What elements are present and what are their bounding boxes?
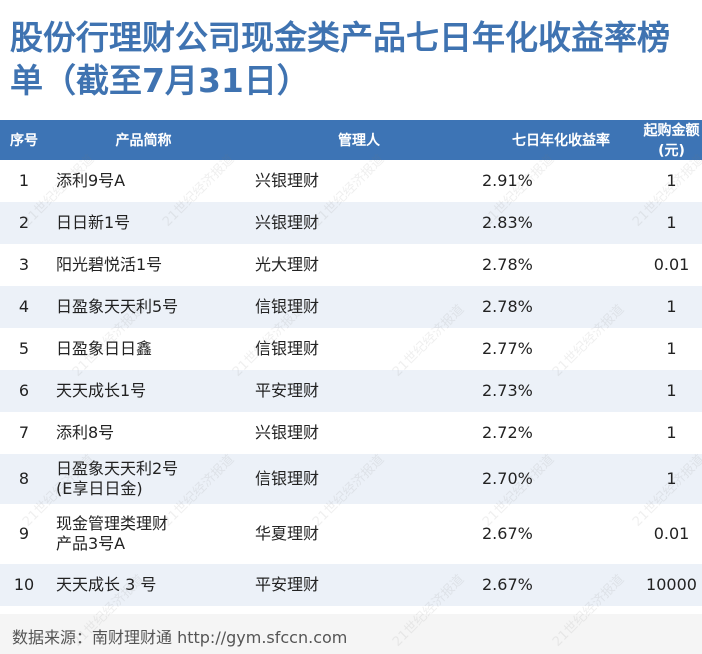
cell-name-line1: 现金管理类理财: [56, 514, 169, 533]
cell-manager: 信银理财: [231, 286, 439, 328]
cell-yield: 2.67%: [439, 504, 641, 564]
cell-yield: 2.78%: [439, 244, 641, 286]
cell-name: 日日新1号: [48, 202, 231, 244]
cell-min-amount: 1: [641, 160, 702, 202]
cell-rank: 1: [0, 160, 48, 202]
cell-name-line2: (E享日日金): [56, 479, 143, 498]
page-title: 股份行理财公司现金类产品七日年化收益率榜单（截至7月31日）: [10, 18, 670, 100]
cell-yield: 2.78%: [439, 286, 641, 328]
cell-manager: 兴银理财: [231, 412, 439, 454]
cell-min-amount: 1: [641, 328, 702, 370]
cell-manager: 兴银理财: [231, 202, 439, 244]
footer-background: [0, 614, 702, 654]
data-source: 数据来源：南财理财通 http://gym.sfccn.com: [12, 628, 348, 647]
header-yield: 七日年化收益率: [439, 120, 641, 160]
table-row: 10 天天成长 3 号平安理财 2.67% 10000: [0, 564, 702, 606]
cell-name: 日盈象天天利2号 (E享日日金): [48, 454, 231, 504]
cell-name: 添利9号A: [48, 160, 231, 202]
table-row: 1 添利9号A 兴银理财 2.91% 1: [0, 160, 702, 202]
table-row: 9 现金管理类理财 产品3号A 华夏理财 2.67% 0.01: [0, 504, 702, 564]
cell-yield: 2.77%: [439, 328, 641, 370]
cell-rank: 3: [0, 244, 48, 286]
cell-rank: 10: [0, 564, 48, 606]
cell-yield: 2.83%: [439, 202, 641, 244]
cell-min-amount: 1: [641, 412, 702, 454]
cell-name: 天天成长1号: [48, 370, 231, 412]
cell-rank: 6: [0, 370, 48, 412]
header-manager: 管理人: [231, 120, 439, 160]
cell-name: 日盈象日日鑫: [48, 328, 231, 370]
cell-yield: 2.72%: [439, 412, 641, 454]
cell-min-amount: 1: [641, 454, 702, 504]
cell-manager: 光大理财: [231, 244, 439, 286]
header-name: 产品简称: [48, 120, 231, 160]
cell-name: 阳光碧悦活1号: [48, 244, 231, 286]
cell-yield: 2.67%: [439, 564, 641, 606]
cell-manager: 平安理财: [231, 564, 439, 606]
ranking-table: 序号 产品简称 管理人 七日年化收益率 起购金额(元) 1 添利9号A 兴银理财 2.…: [0, 120, 702, 606]
cell-name: 现金管理类理财 产品3号A: [48, 504, 231, 564]
table-row: 3 阳光碧悦活1号 光大理财 2.78% 0.01: [0, 244, 702, 286]
cell-rank: 5: [0, 328, 48, 370]
cell-yield: 2.73%: [439, 370, 641, 412]
cell-rank: 7: [0, 412, 48, 454]
cell-min-amount: 0.01: [641, 244, 702, 286]
cell-min-amount: 1: [641, 202, 702, 244]
cell-name-line2: 产品3号A: [56, 534, 126, 553]
table-row: 5 日盈象日日鑫 信银理财 2.77% 1: [0, 328, 702, 370]
cell-yield: 2.70%: [439, 454, 641, 504]
table-row: 8 日盈象天天利2号 (E享日日金) 信银理财 2.70% 1: [0, 454, 702, 504]
cell-min-amount: 1: [641, 286, 702, 328]
cell-name: 添利8号: [48, 412, 231, 454]
cell-manager: 信银理财: [231, 328, 439, 370]
table-row: 6 天天成长1号 平安理财 2.73% 1: [0, 370, 702, 412]
table-row: 7 添利8号 兴银理财 2.72% 1: [0, 412, 702, 454]
cell-rank: 8: [0, 454, 48, 504]
cell-name: 天天成长 3 号: [48, 564, 231, 606]
cell-manager: 兴银理财: [231, 160, 439, 202]
cell-rank: 4: [0, 286, 48, 328]
cell-yield: 2.91%: [439, 160, 641, 202]
table-header-row: 序号 产品简称 管理人 七日年化收益率 起购金额(元): [0, 120, 702, 160]
table-row: 4 日盈象天天利5号 信银理财 2.78% 1: [0, 286, 702, 328]
cell-rank: 2: [0, 202, 48, 244]
cell-name-line1: 日盈象天天利2号: [56, 459, 179, 478]
cell-min-amount: 0.01: [641, 504, 702, 564]
cell-manager: 平安理财: [231, 370, 439, 412]
cell-min-amount: 1: [641, 370, 702, 412]
cell-manager: 信银理财: [231, 454, 439, 504]
table-row: 2 日日新1号 兴银理财 2.83% 1: [0, 202, 702, 244]
cell-manager: 华夏理财: [231, 504, 439, 564]
cell-rank: 9: [0, 504, 48, 564]
header-min-amount: 起购金额(元): [641, 120, 702, 160]
cell-min-amount: 10000: [641, 564, 702, 606]
header-rank: 序号: [0, 120, 48, 160]
cell-name: 日盈象天天利5号: [48, 286, 231, 328]
